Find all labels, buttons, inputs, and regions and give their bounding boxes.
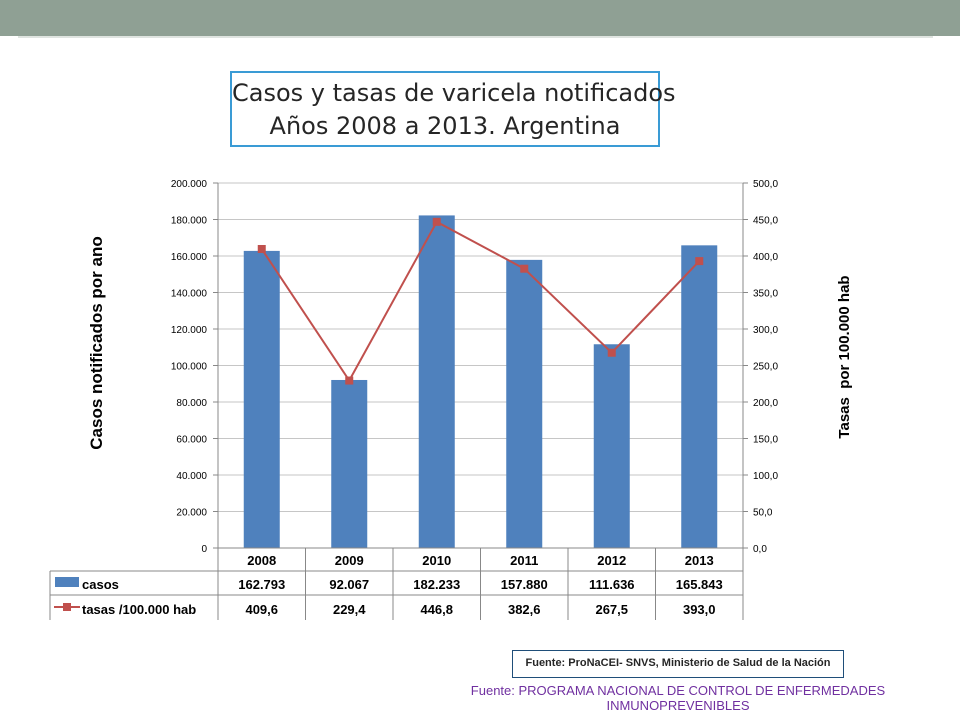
y2-tick-label: 500,0	[753, 179, 778, 190]
chart-title-box: Casos y tasas de varicela notificados Añ…	[230, 71, 676, 147]
table-cell-tasas: 229,4	[333, 602, 366, 617]
chart-title-line-2: Años 2008 a 2013. Argentina	[269, 112, 621, 140]
y-tick-label: 0	[201, 544, 207, 555]
slide-top-divider	[18, 36, 933, 38]
legend-label-tasas: tasas /100.000 hab	[82, 602, 196, 617]
footer-line-1: Fuente: PROGRAMA NACIONAL DE CONTROL DE …	[470, 683, 886, 698]
bar-casos	[331, 379, 368, 548]
table-cell-casos: 157.880	[501, 577, 548, 592]
table-cell-tasas: 267,5	[595, 602, 628, 617]
table-cell-tasas: 382,6	[508, 602, 541, 617]
y2-tick-label: 0,0	[753, 544, 767, 555]
marker-tasas	[607, 348, 616, 357]
footer-line-2: INMUNOPREVENIBLES	[606, 698, 750, 713]
y2-tick-label: 50,0	[753, 508, 773, 519]
table-cell-casos: 111.636	[589, 577, 635, 592]
table-cell-casos: 92.067	[329, 577, 369, 592]
y-tick-label: 100.000	[171, 362, 208, 373]
y-tick-label: 120.000	[171, 325, 208, 336]
legend-label-casos: casos	[82, 577, 119, 592]
table-cell-casos: 182.233	[413, 577, 460, 592]
marker-tasas	[695, 257, 704, 266]
y2-axis-label: Tasas por 100.000 hab	[836, 275, 853, 438]
x-tick-label: 2008	[247, 553, 276, 568]
table-cell-casos: 165.843	[676, 577, 723, 592]
data-table: 2008 162.793 409,6 2009 92.067 229,4 2010 182.2…	[49, 547, 744, 620]
table-cell-tasas: 409,6	[245, 602, 278, 617]
line-series-tasas	[257, 217, 704, 385]
axes	[213, 182, 748, 549]
table-cell-casos: 162.793	[238, 577, 285, 592]
y2-tick-label: 100,0	[753, 471, 778, 482]
left-tick-labels: 0 20.000 40.000 60.000 80.000 100.000 120.000 1…	[171, 179, 208, 555]
y2-tick-label: 300,0	[753, 325, 778, 336]
right-tick-labels: 0,0 50,0 100,0 150,0 200,0 250,0 300,0 350,0 400…	[753, 179, 778, 555]
bar-casos	[681, 245, 718, 548]
footer-source: Fuente: PROGRAMA NACIONAL DE CONTROL DE …	[420, 683, 936, 713]
y2-tick-label: 400,0	[753, 252, 778, 263]
x-tick-label: 2009	[335, 553, 364, 568]
y2-tick-label: 200,0	[753, 398, 778, 409]
marker-tasas	[520, 264, 529, 273]
marker-tasas	[345, 376, 354, 385]
marker-tasas	[257, 244, 266, 253]
table-cell-tasas: 446,8	[420, 602, 453, 617]
y2-tick-label: 350,0	[753, 289, 778, 300]
y-tick-label: 60.000	[176, 435, 207, 446]
y2-tick-label: 150,0	[753, 435, 778, 446]
legend-key-tasas-marker	[63, 603, 71, 611]
chart-title-line-1: Casos y tasas de varicela notificados	[232, 79, 676, 107]
legend-key-casos	[55, 577, 79, 587]
y-tick-label: 40.000	[176, 471, 207, 482]
bar-casos	[593, 344, 630, 548]
gridlines	[218, 182, 743, 512]
bar-series-casos	[243, 215, 718, 548]
y-tick-label: 140.000	[171, 289, 208, 300]
y2-tick-label: 450,0	[753, 216, 778, 227]
source-box: Fuente: ProNaCEI- SNVS, Ministerio de Sa…	[512, 650, 844, 678]
marker-tasas	[432, 217, 441, 226]
y-tick-label: 180.000	[171, 216, 208, 227]
y-tick-label: 200.000	[171, 179, 208, 190]
table-cell-tasas: 393,0	[683, 602, 716, 617]
y2-tick-label: 250,0	[753, 362, 778, 373]
line-tasas	[260, 220, 700, 383]
bar-casos	[418, 215, 455, 548]
y-tick-label: 160.000	[171, 252, 208, 263]
bar-casos	[506, 259, 543, 548]
y-axis-label: Casos notificados por ano	[87, 236, 106, 449]
y-tick-label: 80.000	[176, 398, 207, 409]
bar-casos	[243, 250, 280, 548]
x-tick-label: 2010	[422, 553, 451, 568]
x-tick-label: 2013	[685, 553, 714, 568]
x-tick-label: 2012	[597, 553, 626, 568]
slide-top-bar	[0, 0, 960, 36]
y-tick-label: 20.000	[176, 508, 207, 519]
x-tick-label: 2011	[510, 553, 538, 568]
